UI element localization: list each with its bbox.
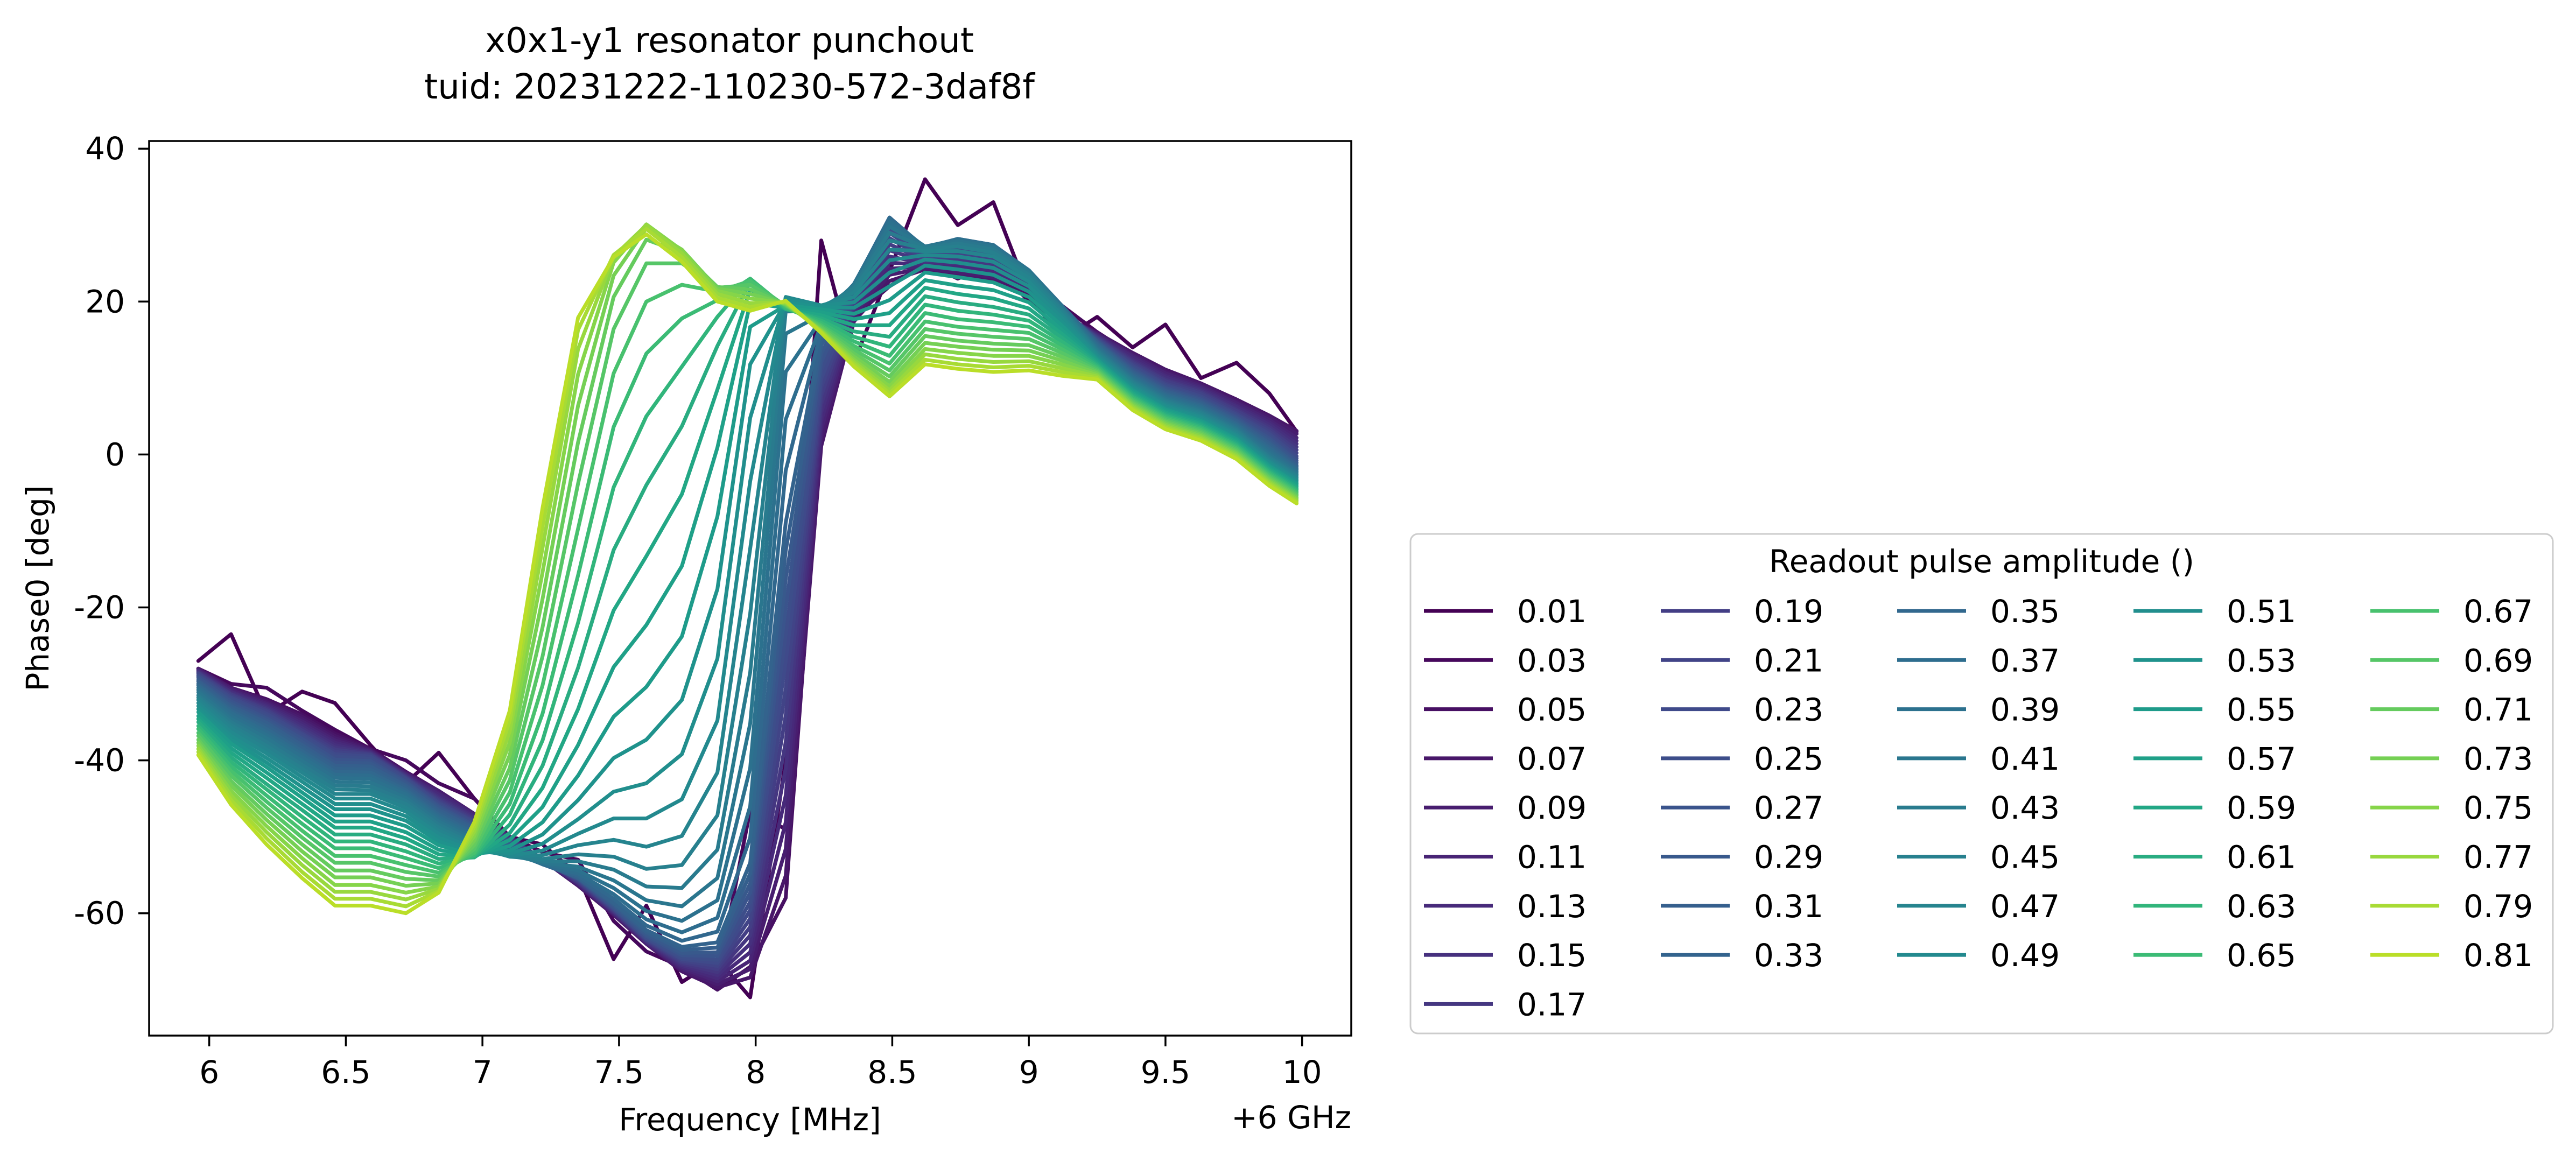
y-tick-label: -40 — [74, 742, 125, 779]
legend-label: 0.17 — [1517, 986, 1587, 1023]
legend-label: 0.05 — [1517, 692, 1587, 728]
legend-label: 0.23 — [1754, 692, 1823, 728]
chart-subtitle: tuid: 20231222-110230-572-3daf8f — [424, 67, 1035, 107]
legend-label: 0.43 — [1990, 790, 2060, 826]
legend-label: 0.57 — [2227, 741, 2296, 777]
legend-label: 0.01 — [1517, 593, 1587, 630]
legend-label: 0.11 — [1517, 839, 1587, 876]
legend-label: 0.21 — [1754, 642, 1823, 679]
legend-label: 0.53 — [2227, 642, 2296, 679]
series-line-40 — [196, 232, 1298, 916]
legend-label: 0.63 — [2227, 888, 2296, 925]
legend-label: 0.07 — [1517, 741, 1587, 777]
legend-label: 0.77 — [2463, 839, 2533, 876]
legend-label: 0.15 — [1517, 937, 1587, 974]
legend-label: 0.49 — [1990, 937, 2060, 974]
legend-label: 0.35 — [1990, 593, 2060, 630]
x-axis-offset-label: +6 GHz — [1231, 1099, 1351, 1136]
legend-label: 0.67 — [2463, 593, 2533, 630]
legend-label: 0.65 — [2227, 937, 2296, 974]
chart-title: x0x1-y1 resonator punchout — [485, 21, 974, 61]
y-axis-label: Phase0 [deg] — [19, 485, 56, 691]
y-tick-label: -60 — [74, 895, 125, 932]
legend-label: 0.13 — [1517, 888, 1587, 925]
legend-label: 0.03 — [1517, 642, 1587, 679]
legend-label: 0.81 — [2463, 937, 2533, 974]
legend-label: 0.75 — [2463, 790, 2533, 826]
y-tick-label: 0 — [105, 436, 125, 473]
legend-label: 0.37 — [1990, 642, 2060, 679]
x-tick-label: 8.5 — [867, 1054, 917, 1090]
y-tick-label: 20 — [85, 283, 125, 320]
x-tick-label: 9.5 — [1141, 1054, 1190, 1090]
legend-label: 0.09 — [1517, 790, 1587, 826]
y-tick-label: 40 — [85, 130, 125, 167]
legend-label: 0.79 — [2463, 888, 2533, 925]
legend-title: Readout pulse amplitude () — [1769, 543, 2194, 580]
y-axis: 40 20 0 -20 -40 -60 — [74, 130, 149, 932]
legend-label: 0.45 — [1990, 839, 2060, 876]
x-tick-label: 6.5 — [321, 1054, 370, 1090]
legend-label: 0.25 — [1754, 741, 1823, 777]
legend-label: 0.41 — [1990, 741, 2060, 777]
legend-label: 0.55 — [2227, 692, 2296, 728]
legend-label: 0.31 — [1754, 888, 1823, 925]
legend-label: 0.29 — [1754, 839, 1823, 876]
x-tick-label: 9 — [1019, 1054, 1039, 1090]
legend-label: 0.69 — [2463, 642, 2533, 679]
legend-label: 0.61 — [2227, 839, 2296, 876]
legend-label: 0.51 — [2227, 593, 2296, 630]
x-axis: 6 6.5 7 7.5 8 8.5 9 9.5 10 — [199, 1036, 1322, 1090]
legend-label: 0.47 — [1990, 888, 2060, 925]
legend-label: 0.19 — [1754, 593, 1823, 630]
x-tick-label: 6 — [199, 1054, 219, 1090]
x-tick-label: 7 — [473, 1054, 493, 1090]
legend: Readout pulse amplitude () 0.010.030.050… — [1409, 533, 2554, 1035]
y-tick-label: -20 — [74, 589, 125, 626]
x-tick-label: 8 — [746, 1054, 766, 1090]
legend-label: 0.27 — [1754, 790, 1823, 826]
x-tick-label: 7.5 — [594, 1054, 644, 1090]
series-lines — [196, 177, 1298, 1000]
plot-frame — [148, 140, 1352, 1037]
legend-label: 0.39 — [1990, 692, 2060, 728]
legend-label: 0.71 — [2463, 692, 2533, 728]
legend-items: 0.01 0.03 0.05 0.07 0.09 0.11 0.13 0.15 0.17 0.19… — [1424, 593, 2533, 1023]
legend-label: 0.59 — [2227, 790, 2296, 826]
x-tick-label: 10 — [1282, 1054, 1322, 1090]
x-axis-label: Frequency [MHz] — [619, 1101, 881, 1138]
legend-label: 0.73 — [2463, 741, 2533, 777]
legend-label: 0.33 — [1754, 937, 1823, 974]
